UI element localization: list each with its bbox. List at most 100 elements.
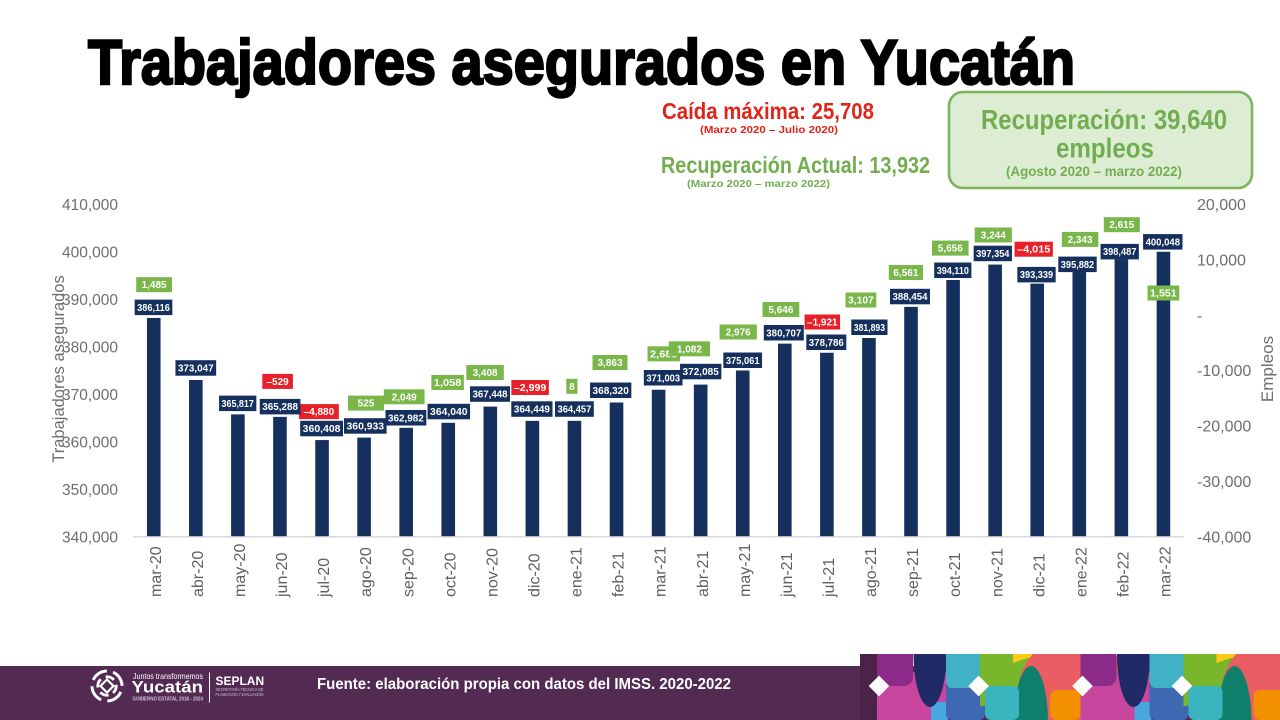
svg-text:Juntos transformemos: Juntos transformemos bbox=[133, 671, 203, 681]
svg-text:PLANEACIÓN Y EVALUACIÓN: PLANEACIÓN Y EVALUACIÓN bbox=[216, 691, 264, 697]
svg-text:386,116: 386,116 bbox=[137, 303, 170, 314]
svg-text:410,000: 410,000 bbox=[62, 197, 118, 214]
svg-text:–2,999: –2,999 bbox=[514, 383, 547, 394]
svg-text:nov-21: nov-21 bbox=[989, 548, 1006, 597]
svg-text:SEPLAN: SEPLAN bbox=[216, 676, 265, 688]
svg-text:525: 525 bbox=[358, 399, 375, 410]
svg-text:378,786: 378,786 bbox=[809, 338, 844, 349]
svg-text:390,000: 390,000 bbox=[62, 292, 118, 309]
svg-text:365,288: 365,288 bbox=[262, 402, 298, 413]
svg-text:1,551: 1,551 bbox=[1150, 289, 1177, 300]
svg-text:340,000: 340,000 bbox=[62, 530, 118, 547]
svg-text:mar-20: mar-20 bbox=[148, 546, 165, 597]
svg-text:372,085: 372,085 bbox=[683, 367, 720, 378]
svg-text:ago-20: ago-20 bbox=[358, 547, 375, 597]
svg-text:381,893: 381,893 bbox=[854, 323, 886, 334]
svg-text:364,040: 364,040 bbox=[430, 407, 468, 418]
svg-text:sep-20: sep-20 bbox=[400, 548, 417, 597]
svg-text:SECRETARÍA TÉCNICA DE: SECRETARÍA TÉCNICA DE bbox=[216, 686, 264, 692]
svg-text:3,863: 3,863 bbox=[597, 358, 622, 369]
svg-text:–4,880: –4,880 bbox=[304, 407, 335, 418]
svg-text:394,110: 394,110 bbox=[937, 266, 970, 277]
svg-text:388,454: 388,454 bbox=[893, 292, 928, 303]
svg-text:dic-21: dic-21 bbox=[1031, 553, 1048, 597]
svg-text:-30,000: -30,000 bbox=[1197, 474, 1251, 491]
svg-text:393,339: 393,339 bbox=[1020, 270, 1054, 281]
svg-text:6,561: 6,561 bbox=[893, 268, 918, 279]
svg-text:-20,000: -20,000 bbox=[1197, 419, 1251, 436]
svg-text:ene-21: ene-21 bbox=[569, 547, 586, 597]
svg-text:364,449: 364,449 bbox=[514, 405, 551, 416]
svg-text:2,683: 2,683 bbox=[650, 349, 678, 360]
svg-text:mar-21: mar-21 bbox=[653, 546, 670, 597]
svg-text:373,047: 373,047 bbox=[178, 363, 214, 374]
svg-text:-10,000: -10,000 bbox=[1197, 363, 1251, 380]
svg-text:Recuperación Actual: 13,932: Recuperación Actual: 13,932 bbox=[661, 152, 930, 178]
svg-text:5,656: 5,656 bbox=[938, 244, 963, 255]
svg-text:Trabajadores asegurados: Trabajadores asegurados bbox=[50, 275, 68, 462]
svg-text:(Marzo 2020 – Julio 2020): (Marzo 2020 – Julio 2020) bbox=[700, 124, 838, 136]
svg-text:380,000: 380,000 bbox=[62, 340, 118, 357]
svg-text:ene-22: ene-22 bbox=[1073, 547, 1090, 597]
svg-text:10,000: 10,000 bbox=[1197, 252, 1246, 269]
svg-text:380,707: 380,707 bbox=[766, 328, 801, 339]
svg-text:sep-21: sep-21 bbox=[905, 548, 922, 597]
svg-text:GOBIERNO ESTATAL 2018 - 2024: GOBIERNO ESTATAL 2018 - 2024 bbox=[133, 697, 204, 703]
svg-text:jul-21: jul-21 bbox=[821, 558, 838, 598]
svg-text:nov-20: nov-20 bbox=[484, 548, 501, 597]
svg-text:3,244: 3,244 bbox=[981, 231, 1006, 242]
svg-text:8: 8 bbox=[569, 382, 575, 393]
svg-text:362,982: 362,982 bbox=[388, 413, 424, 424]
svg-text:may-21: may-21 bbox=[737, 544, 754, 597]
svg-text:mar-22: mar-22 bbox=[1158, 546, 1175, 597]
svg-text:(Agosto 2020 – marzo 2022): (Agosto 2020 – marzo 2022) bbox=[1006, 163, 1182, 179]
svg-text:(Marzo 2020 – marzo 2022): (Marzo 2020 – marzo 2022) bbox=[687, 178, 830, 190]
svg-text:350,000: 350,000 bbox=[62, 482, 118, 499]
svg-text:3,107: 3,107 bbox=[848, 296, 874, 307]
svg-text:Yucatán: Yucatán bbox=[132, 678, 204, 697]
svg-text:jul-20: jul-20 bbox=[316, 558, 333, 598]
svg-text:empleos: empleos bbox=[1056, 133, 1154, 164]
svg-text:1,485: 1,485 bbox=[142, 280, 167, 291]
svg-text:365,817: 365,817 bbox=[222, 399, 255, 410]
svg-text:3,408: 3,408 bbox=[473, 368, 498, 379]
svg-text:397,354: 397,354 bbox=[976, 249, 1010, 260]
svg-text:may-20: may-20 bbox=[232, 544, 249, 597]
svg-text:oct-21: oct-21 bbox=[947, 552, 964, 597]
svg-text:400,048: 400,048 bbox=[1146, 237, 1181, 248]
svg-text:feb-21: feb-21 bbox=[611, 552, 628, 597]
svg-text:2,615: 2,615 bbox=[1109, 220, 1134, 231]
svg-text:Recuperación: 39,640: Recuperación: 39,640 bbox=[981, 104, 1227, 135]
svg-text:364,457: 364,457 bbox=[558, 405, 592, 416]
svg-text:5,646: 5,646 bbox=[768, 305, 793, 316]
svg-text:oct-20: oct-20 bbox=[442, 552, 459, 597]
svg-text:-40,000: -40,000 bbox=[1197, 529, 1251, 546]
svg-text:abr-20: abr-20 bbox=[190, 551, 207, 597]
svg-text:360,408: 360,408 bbox=[303, 424, 341, 435]
svg-text:–1,921: –1,921 bbox=[807, 318, 838, 329]
svg-text:2,049: 2,049 bbox=[392, 392, 417, 403]
svg-text:2,976: 2,976 bbox=[726, 328, 751, 339]
svg-text:375,061: 375,061 bbox=[726, 356, 760, 367]
svg-text:20,000: 20,000 bbox=[1197, 197, 1246, 214]
svg-text:395,882: 395,882 bbox=[1061, 260, 1095, 271]
svg-text:Fuente: elaboración propia con: Fuente: elaboración propia con datos del… bbox=[317, 676, 731, 693]
svg-text:370,000: 370,000 bbox=[62, 387, 118, 404]
svg-text:371,003: 371,003 bbox=[646, 373, 680, 384]
svg-text:Empleos: Empleos bbox=[1258, 336, 1277, 402]
svg-text:400,000: 400,000 bbox=[62, 245, 118, 262]
svg-text:jun-21: jun-21 bbox=[779, 552, 796, 598]
svg-text:-: - bbox=[1197, 308, 1202, 325]
svg-text:ago-21: ago-21 bbox=[863, 547, 880, 597]
svg-text:Caída máxima: 25,708: Caída máxima: 25,708 bbox=[662, 98, 874, 124]
svg-text:368,320: 368,320 bbox=[593, 386, 630, 397]
svg-text:398,487: 398,487 bbox=[1103, 247, 1137, 258]
svg-text:360,933: 360,933 bbox=[347, 421, 385, 432]
svg-text:2,343: 2,343 bbox=[1068, 235, 1093, 246]
svg-text:Trabajadores asegurados en Yuc: Trabajadores asegurados en Yucatán bbox=[88, 28, 1075, 98]
svg-text:367,448: 367,448 bbox=[473, 390, 508, 401]
svg-text:1,058: 1,058 bbox=[434, 378, 462, 389]
svg-text:–4,015: –4,015 bbox=[1017, 245, 1051, 256]
svg-text:–529: –529 bbox=[266, 377, 289, 388]
svg-text:feb-22: feb-22 bbox=[1115, 552, 1132, 597]
